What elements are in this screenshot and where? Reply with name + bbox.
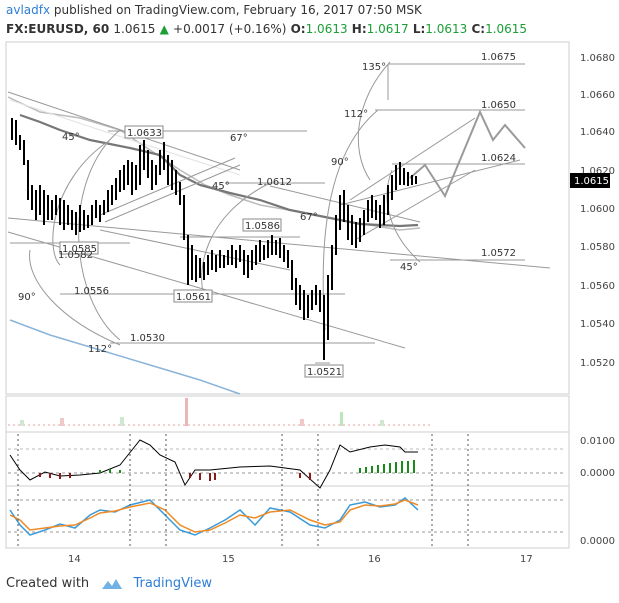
level-label: 1.0633 [127,128,162,139]
price-tick: 1.0680 [580,53,615,64]
trend-line [9,99,241,176]
price-tick: 1.0540 [580,319,615,330]
angle-label: 45° [212,181,230,192]
change-value: +0.0017 (+0.16%) [173,22,287,36]
angle-arcs [29,61,421,346]
date-tick: 15 [222,554,235,565]
angle-label: 67° [300,212,318,223]
level-label: 1.0612 [257,177,292,188]
price-tick: 1.0560 [580,281,615,292]
price-tick: 1.0580 [580,242,615,253]
angle-label: 90° [18,292,36,303]
time-axis[interactable]: 14 15 16 17 [68,554,533,565]
ma-blue-line [9,319,241,395]
symbol-info: FX:EURUSD, 60 1.0615 ▲ +0.0017 (+0.16%) … [6,22,527,36]
tradingview-link[interactable]: TradingView [133,576,212,591]
publish-info: avladfx published on TradingView.com, Fe… [6,3,422,17]
annotation-labels: 1.0633 1.0612 1.0586 1.0585 1.0582 1.055… [18,52,516,378]
macd-pane[interactable] [5,431,570,487]
level-label: 1.0650 [481,100,516,111]
high-label: H: [351,22,367,36]
fan-lines [7,63,551,364]
level-label: 1.0556 [74,286,109,297]
angle-label: 90° [331,157,349,168]
angle-label: 45° [400,262,418,273]
high-value: 1.0617 [366,22,409,36]
price-bars [11,118,417,360]
created-with-text: Created with [6,576,90,591]
footer: Created with TradingView [6,576,212,591]
angle-label: 112° [88,344,112,355]
stoch-axis-tick: 0.0000 [580,536,615,547]
price-tick: 1.0600 [580,204,615,215]
level-label: 1.0572 [481,248,516,259]
last-price-tag-label: 1.0615 [574,176,609,187]
price-axis[interactable]: 1.0680 1.0660 1.0640 1.0620 1.0600 1.058… [580,53,615,369]
level-label: 1.0585 [62,244,97,255]
level-label: 1.0530 [130,333,165,344]
last-price: 1.0615 [113,22,156,36]
low-value: 1.0613 [425,22,468,36]
published-text: published on TradingView.com, February 1… [53,3,422,17]
macd-indicator: 0.0100 0.0000 [8,436,615,489]
angle-label: 67° [230,133,248,144]
author-link[interactable]: avladfx [6,3,51,17]
angle-label: 45° [62,132,80,143]
angle-label: 112° [344,109,368,120]
main-pane[interactable] [5,41,570,395]
open-label: O: [290,22,306,36]
level-label: 1.0561 [176,292,211,303]
day-separators [17,434,469,548]
date-tick: 17 [520,554,533,565]
price-tick: 1.0520 [580,358,615,369]
price-tick: 1.0660 [580,90,615,101]
macd-axis-tick: 0.0000 [580,468,615,479]
tradingview-logo-icon[interactable] [101,577,123,591]
open-value: 1.0613 [305,22,348,36]
close-value: 1.0615 [485,22,528,36]
close-label: C: [471,22,486,36]
date-tick: 14 [68,554,81,565]
change-arrow-icon: ▲ [159,22,169,36]
level-label: 1.0521 [307,367,342,378]
last-price-tag [570,173,610,188]
projection-path [409,109,526,199]
ma-fast-line [19,113,419,228]
symbol-label: FX:EURUSD, 60 [6,22,110,36]
level-label: 1.0675 [481,52,516,63]
price-tick: 1.0620 [580,166,615,177]
low-label: L: [412,22,426,36]
angle-label: 135° [362,62,386,73]
macd-axis-tick: 0.0100 [580,436,615,447]
level-label: 1.0586 [245,221,280,232]
stochastic-indicator: 0.0000 [8,497,615,547]
level-label: 1.0582 [58,250,93,261]
price-tick: 1.0640 [580,127,615,138]
stoch-pane[interactable] [5,485,570,549]
date-tick: 16 [368,554,381,565]
volume-pane[interactable] [5,395,570,433]
volume-bars [8,398,430,426]
level-label: 1.0624 [481,153,516,164]
